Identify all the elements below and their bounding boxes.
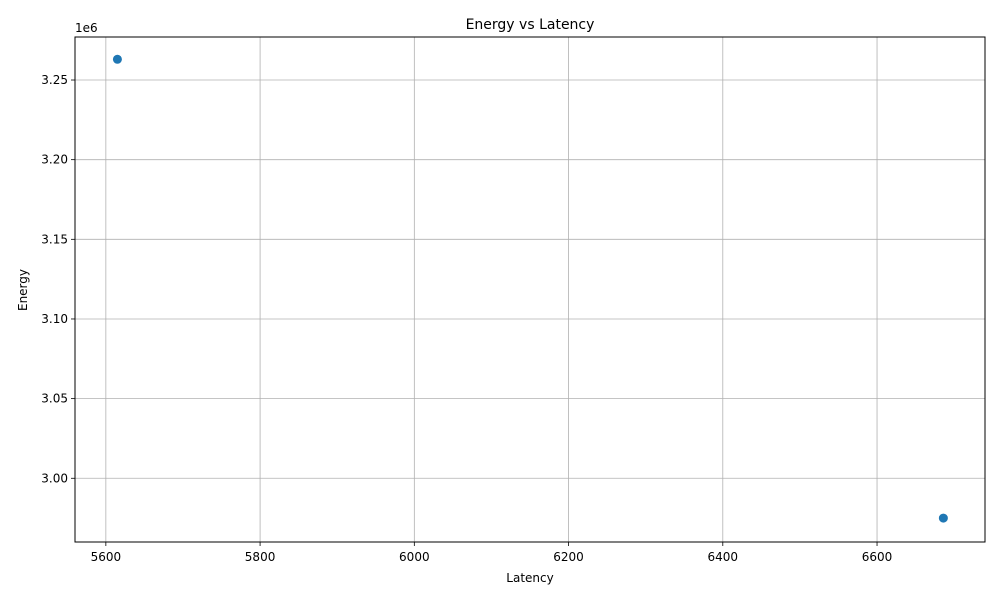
chart-title: Energy vs Latency	[466, 17, 595, 33]
x-axis-ticks: 5600 5800 6000 6200 6400 6600	[91, 542, 893, 564]
x-tick-label: 6200	[553, 550, 584, 564]
data-point	[938, 513, 948, 523]
x-axis-label: Latency	[506, 571, 553, 585]
y-axis-offset-label: 1e6	[75, 21, 98, 35]
y-tick-label: 3.00	[41, 471, 68, 485]
y-tick-label: 3.15	[41, 232, 68, 246]
y-axis-ticks: 3.00 3.05 3.10 3.15 3.20 3.25	[41, 73, 75, 485]
data-points	[112, 54, 948, 523]
x-tick-label: 5600	[91, 550, 122, 564]
grid	[75, 37, 985, 542]
data-point	[112, 54, 122, 64]
x-tick-label: 6400	[708, 550, 739, 564]
y-axis-label: Energy	[16, 269, 30, 311]
x-tick-label: 5800	[245, 550, 276, 564]
plot-area-frame	[74, 36, 986, 543]
x-tick-label: 6600	[862, 550, 893, 564]
x-tick-label: 6000	[399, 550, 430, 564]
y-tick-label: 3.25	[41, 73, 68, 87]
y-tick-label: 3.05	[41, 392, 68, 406]
y-tick-label: 3.20	[41, 153, 68, 167]
y-tick-label: 3.10	[41, 312, 68, 326]
